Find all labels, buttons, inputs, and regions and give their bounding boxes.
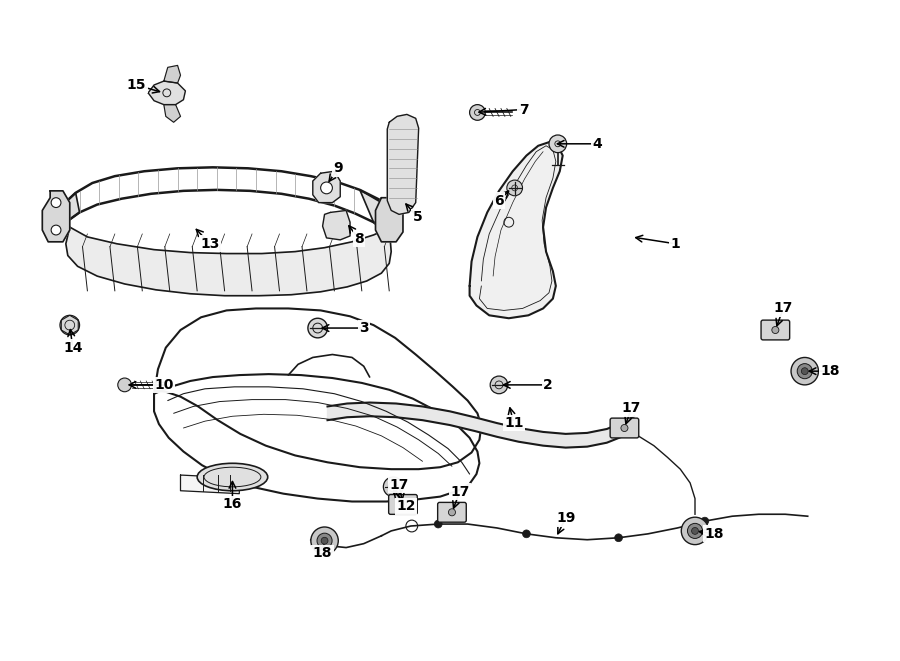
FancyBboxPatch shape	[610, 418, 639, 438]
Circle shape	[615, 534, 623, 542]
Polygon shape	[313, 171, 340, 203]
Circle shape	[507, 180, 523, 196]
Circle shape	[60, 315, 79, 335]
Circle shape	[491, 376, 508, 394]
Polygon shape	[470, 142, 562, 318]
Circle shape	[791, 358, 818, 385]
Text: 12: 12	[396, 500, 416, 514]
Polygon shape	[322, 210, 350, 240]
Circle shape	[549, 135, 567, 153]
Polygon shape	[375, 198, 403, 242]
Circle shape	[383, 477, 403, 496]
Polygon shape	[63, 193, 79, 222]
Text: 2: 2	[543, 378, 553, 392]
Text: 16: 16	[223, 498, 242, 512]
Polygon shape	[360, 190, 393, 232]
Circle shape	[797, 364, 813, 379]
Polygon shape	[164, 104, 181, 122]
Circle shape	[681, 517, 708, 545]
FancyBboxPatch shape	[761, 320, 789, 340]
Text: 9: 9	[334, 161, 343, 175]
Circle shape	[448, 509, 455, 516]
Circle shape	[435, 520, 442, 528]
Polygon shape	[181, 475, 239, 494]
Circle shape	[118, 378, 131, 392]
Text: 4: 4	[592, 137, 602, 151]
Polygon shape	[164, 65, 181, 83]
Text: 17: 17	[390, 478, 409, 492]
Polygon shape	[328, 403, 634, 447]
FancyBboxPatch shape	[389, 494, 418, 514]
Text: 17: 17	[773, 301, 793, 315]
Circle shape	[621, 424, 628, 432]
Circle shape	[308, 318, 328, 338]
Text: 18: 18	[821, 364, 840, 378]
Text: 17: 17	[622, 401, 641, 415]
Circle shape	[470, 104, 485, 120]
Circle shape	[691, 527, 698, 534]
Circle shape	[400, 501, 407, 508]
FancyBboxPatch shape	[437, 502, 466, 522]
Polygon shape	[148, 81, 185, 104]
Ellipse shape	[197, 463, 267, 490]
Text: 8: 8	[354, 232, 364, 246]
Text: 1: 1	[670, 237, 680, 251]
Circle shape	[321, 537, 328, 544]
Circle shape	[320, 182, 332, 194]
Circle shape	[801, 368, 808, 375]
Text: 7: 7	[518, 102, 528, 116]
Text: 13: 13	[200, 237, 220, 251]
Text: 10: 10	[154, 378, 174, 392]
Circle shape	[701, 517, 708, 525]
Circle shape	[51, 198, 61, 208]
Polygon shape	[42, 191, 70, 242]
Circle shape	[310, 527, 338, 555]
Circle shape	[523, 530, 530, 538]
Text: 19: 19	[556, 511, 575, 525]
Text: 14: 14	[63, 340, 83, 355]
Circle shape	[688, 524, 703, 539]
Circle shape	[772, 327, 778, 334]
Text: 18: 18	[705, 527, 725, 541]
Text: 15: 15	[127, 78, 146, 92]
Text: 17: 17	[450, 485, 470, 498]
Circle shape	[51, 225, 61, 235]
Text: 18: 18	[313, 547, 332, 561]
Circle shape	[317, 533, 332, 548]
Text: 3: 3	[359, 321, 369, 335]
Polygon shape	[66, 227, 392, 295]
Polygon shape	[387, 114, 418, 214]
Text: 6: 6	[494, 194, 504, 208]
Text: 5: 5	[413, 210, 422, 224]
Text: 11: 11	[504, 416, 524, 430]
